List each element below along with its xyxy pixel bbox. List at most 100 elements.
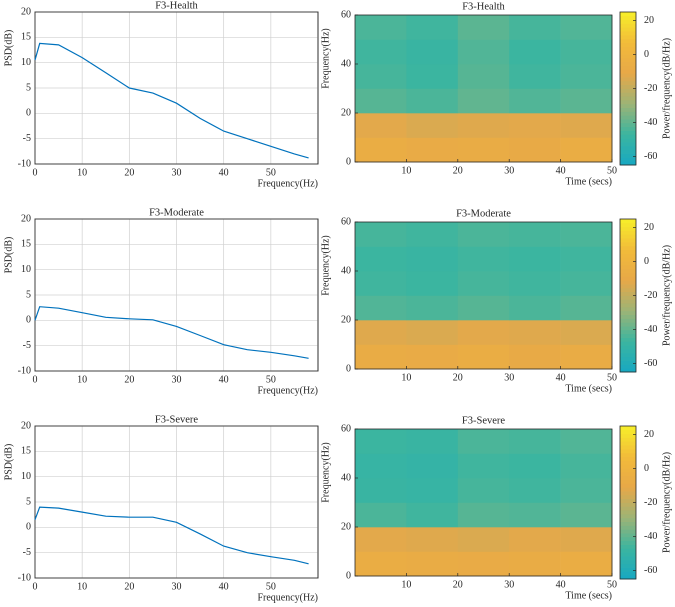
colorbar-swatch: [620, 99, 636, 105]
colorbar-tick-label: 0: [644, 463, 649, 474]
spectrogram-cell: [406, 246, 459, 272]
spectrogram-cell: [355, 344, 407, 370]
colorbar-swatch: [620, 88, 636, 93]
axes-frame: [354, 428, 613, 577]
colorbar-swatch: [620, 157, 636, 162]
colorbar-swatch: [620, 122, 636, 128]
colorbar-tick-label: 0: [644, 49, 649, 60]
colorbar-swatch: [620, 548, 636, 553]
spectrogram-cell: [509, 295, 561, 321]
colorbar-swatch: [620, 471, 636, 477]
spectrogram-cell: [457, 295, 510, 321]
x-tick-label: 10: [401, 579, 411, 590]
y-axis-label: Frequency(Hz): [320, 235, 331, 296]
spectrogram-cell: [457, 271, 510, 296]
colorbar-swatch: [620, 326, 636, 331]
colorbar-tick-label: -20: [644, 83, 657, 94]
colorbar-swatch: [620, 12, 636, 17]
colorbar-swatch: [620, 556, 636, 561]
y-axis-label: PSD(dB): [3, 237, 14, 274]
colorbar-swatch: [620, 498, 636, 503]
spectrogram-cell: [509, 527, 561, 552]
colorbar-swatch: [620, 80, 636, 86]
spectrogram-cell: [560, 551, 613, 577]
spectrogram-cell: [406, 88, 459, 114]
colorbar-swatch: [620, 134, 636, 139]
spectrogram-cell: [355, 15, 407, 40]
colorbar-swatch: [620, 287, 636, 293]
spectrogram-cell: [457, 246, 510, 272]
spectrogram-cell: [406, 137, 459, 163]
colorbar-swatch: [620, 54, 636, 59]
colorbar-swatch: [620, 238, 636, 243]
colorbar-swatch: [620, 540, 636, 545]
spectrogram-cell: [509, 478, 561, 503]
colorbar-swatch: [620, 27, 636, 32]
colorbar-swatch: [620, 437, 636, 442]
spectrogram-cell: [355, 246, 407, 272]
colorbar-swatch: [620, 468, 636, 473]
spectrogram-cell: [457, 527, 510, 552]
x-tick-label: 10: [401, 165, 411, 176]
x-tick-label: 30: [504, 165, 514, 176]
colorbar-swatch: [620, 306, 636, 312]
colorbar-swatch: [620, 352, 636, 358]
colorbar-tick-label: -60: [644, 358, 657, 369]
spectrogram-cell: [457, 113, 510, 138]
y-tick-label: 10: [21, 264, 31, 275]
x-tick-label: 10: [77, 374, 87, 385]
spectrogram-cell: [355, 478, 407, 503]
colorbar-swatch: [620, 92, 636, 97]
colorbar-tick-label: 20: [644, 15, 654, 26]
spectrogram-cell: [509, 64, 561, 89]
spectrogram-cell: [355, 527, 407, 552]
colorbar-swatch: [620, 460, 636, 465]
x-axis-label: Frequency(Hz): [257, 178, 318, 189]
colorbar-label: Power/frequency(dB/Hz): [661, 38, 672, 139]
colorbar-swatch: [620, 126, 636, 131]
colorbar-tick-label: 20: [644, 429, 654, 440]
x-tick-label: 30: [172, 374, 182, 385]
y-tick-label: 60: [341, 9, 351, 20]
x-tick-label: 20: [124, 581, 134, 592]
psd-line: [34, 42, 309, 159]
y-axis-label: PSD(dB): [3, 444, 14, 481]
spectrogram-cell: [355, 320, 407, 345]
colorbar-swatch: [620, 368, 636, 373]
spectrogram-cell: [406, 453, 459, 479]
colorbar-swatch: [620, 567, 636, 572]
y-tick-label: 0: [346, 570, 351, 581]
spectrogram-cell: [355, 453, 407, 479]
colorbar-label: Power/frequency(dB/Hz): [661, 452, 672, 553]
y-tick-label: 0: [346, 363, 351, 374]
x-axis-label: Time (secs): [565, 590, 612, 601]
y-tick-label: 15: [21, 239, 31, 250]
spectrogram-cell: [457, 88, 510, 114]
colorbar-swatch: [620, 31, 636, 36]
y-tick-label: 0: [26, 522, 31, 533]
x-axis-label: Time (secs): [565, 383, 612, 394]
colorbar-swatch: [620, 145, 636, 151]
colorbar-swatch: [620, 310, 636, 316]
colorbar-tick-label: -60: [644, 565, 657, 576]
y-tick-label: 20: [341, 314, 351, 325]
colorbar-swatch: [620, 253, 636, 258]
spectrogram-cell: [406, 39, 459, 65]
colorbar-swatch: [620, 295, 636, 300]
spectrogram-cell: [355, 113, 407, 138]
spectrogram-cell: [406, 527, 459, 552]
axes-frame: [34, 11, 319, 165]
x-tick-label: 10: [77, 581, 87, 592]
spectrogram-cell: [509, 88, 561, 114]
spectrogram-cell: [406, 344, 459, 370]
colorbar-swatch: [620, 264, 636, 270]
colorbar-swatch: [620, 280, 636, 285]
colorbar-swatch: [620, 19, 636, 24]
chart-title: F3-Health: [462, 1, 505, 12]
spectrogram-cell: [355, 295, 407, 321]
colorbar-swatch: [620, 517, 636, 523]
colorbar-swatch: [620, 441, 636, 446]
spectrogram-cell: [560, 64, 613, 89]
y-tick-label: 0: [26, 108, 31, 119]
x-axis-label: Time (secs): [565, 176, 612, 187]
